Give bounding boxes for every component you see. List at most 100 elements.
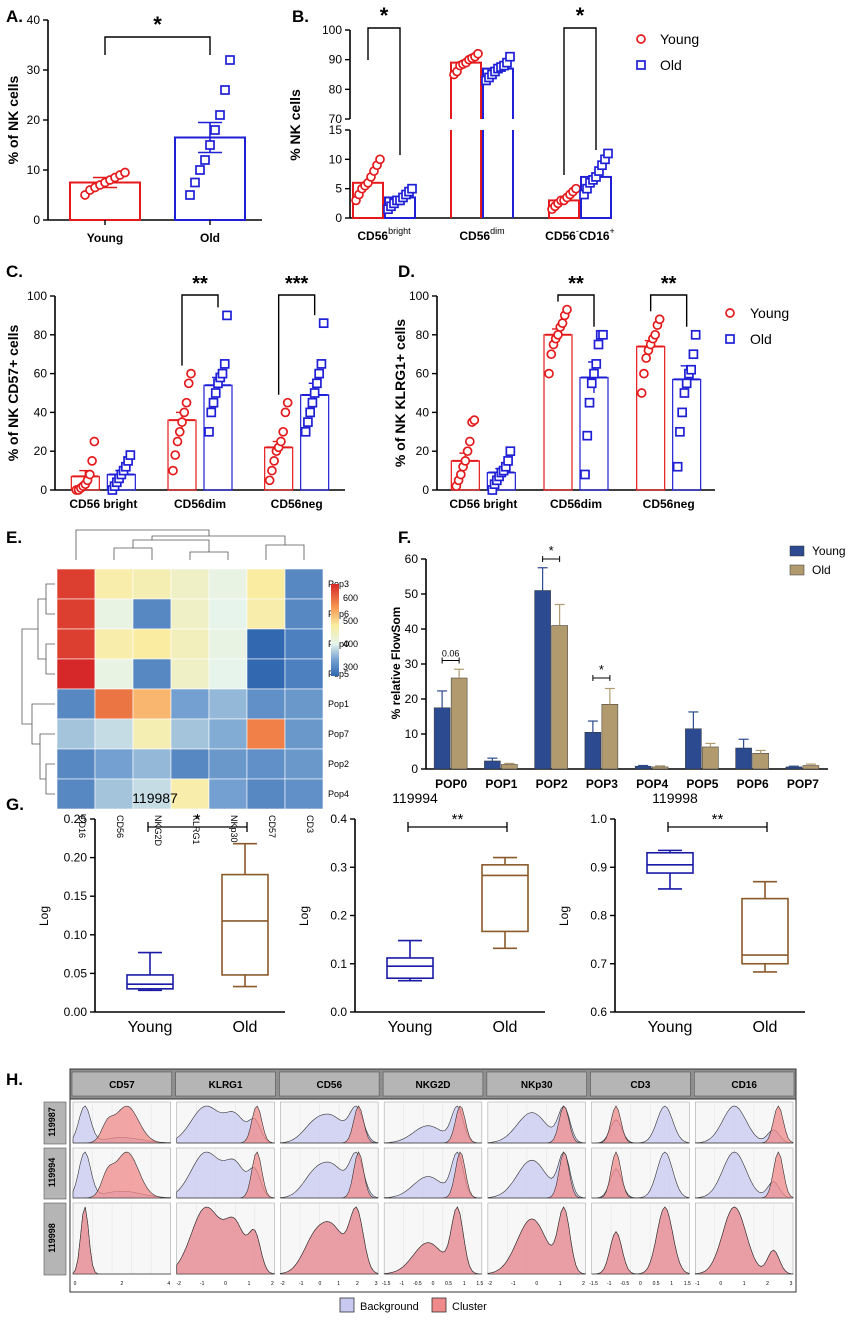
density-x-tick: -1	[200, 1281, 205, 1287]
bar	[702, 746, 719, 770]
y-tick-label: 5	[335, 182, 342, 196]
y-tick-label: 0.1	[330, 957, 347, 971]
density-x-tick: 1	[743, 1281, 746, 1287]
y-tick-label: 0.0	[330, 1005, 347, 1019]
x-tick-label: CD56dim	[550, 497, 602, 511]
x-tick-suffix: CD16	[579, 229, 610, 243]
panel-e: E.Pop3Pop6Pop0Pop5Pop1Pop7Pop2Pop4CD16CD…	[6, 528, 358, 847]
panel-label: D.	[398, 262, 415, 281]
dendrogram-branch	[113, 547, 153, 560]
data-point	[280, 407, 291, 418]
heatmap-col-label: CD3	[305, 815, 315, 833]
significance-label: **	[568, 273, 584, 295]
y-tick-label: 100	[322, 23, 342, 37]
heatmap-cell	[170, 718, 210, 750]
cluster-density	[384, 1105, 482, 1144]
column-header: CD16	[731, 1080, 757, 1091]
data-point	[210, 388, 221, 398]
data-point	[205, 140, 215, 150]
box	[221, 873, 269, 976]
cluster-density	[487, 1206, 586, 1275]
y-axis-title: % relative FlowSom	[389, 607, 403, 720]
heatmap-cell	[132, 688, 172, 720]
y-axis-title: % of NK KLRG1+ cells	[392, 319, 408, 467]
density-x-tick: 1	[463, 1281, 466, 1287]
cluster-density	[487, 1105, 586, 1144]
heatmap-cell	[246, 718, 286, 750]
box-title: 119998	[652, 790, 698, 806]
cluster-density	[176, 1206, 275, 1275]
panel-label: B.	[292, 7, 309, 26]
significance-bracket	[104, 36, 211, 55]
data-point	[309, 388, 320, 398]
x-tick-label: CD56neg	[271, 497, 323, 511]
data-point	[690, 329, 701, 340]
y-tick-label: 60	[405, 552, 419, 566]
significance-bracket	[277, 294, 316, 395]
data-point	[375, 154, 385, 165]
data-point	[269, 456, 280, 466]
heatmap-cell	[94, 598, 134, 630]
cluster-density	[695, 1151, 794, 1199]
data-point	[546, 349, 557, 360]
y-tick-label: 80	[329, 82, 343, 96]
data-point	[307, 397, 318, 408]
y-tick-label: 80	[34, 328, 48, 342]
y-tick-label: 40	[416, 405, 430, 419]
heatmap-cell	[56, 658, 96, 690]
column-header: NKp30	[521, 1080, 553, 1091]
cluster-density	[280, 1105, 379, 1144]
heatmap-cell	[170, 658, 210, 690]
density-x-tick: 3	[790, 1281, 793, 1287]
heatmap-cell	[208, 778, 248, 810]
panel-f: F. 0 10 20 30 40 50 60 % relative FlowSom POP0 POP…	[389, 528, 846, 791]
panel-label: A.	[6, 7, 23, 26]
density-x-tick: -1	[607, 1281, 612, 1287]
y-tick-label: 0.4	[330, 812, 347, 826]
heatmap-col-label: NKG2D	[153, 815, 163, 847]
data-point	[125, 450, 136, 460]
row-header: 119987	[47, 1107, 57, 1137]
x-tick-label: Old	[233, 1019, 258, 1036]
y-tick-label: 40	[34, 405, 48, 419]
heatmap-cell	[132, 718, 172, 750]
dendrogram-branch	[151, 535, 286, 545]
legend-label: Young	[750, 305, 789, 321]
data-point	[462, 446, 473, 457]
data-point	[168, 465, 178, 476]
density-x-tick: -2	[488, 1281, 493, 1287]
heatmap-col-label: KLRG1	[191, 815, 201, 845]
cluster-density	[694, 1206, 794, 1275]
data-point	[120, 167, 130, 178]
data-point	[469, 415, 480, 426]
x-tick-label: CD56bright	[357, 226, 411, 243]
panel-b: B. 70 80 90 100 0 5 10 15 % NK cells CD56bright CD5…	[287, 3, 699, 243]
heatmap-cell	[132, 658, 172, 690]
panel-label: G.	[6, 795, 24, 814]
y-tick-label: 20	[405, 692, 419, 706]
heatmap-cell	[170, 778, 210, 810]
data-point	[217, 368, 228, 379]
heatmap-cell	[132, 628, 172, 660]
data-point	[208, 397, 219, 408]
data-point	[185, 190, 195, 200]
y-tick-label: 100	[27, 289, 47, 303]
data-point	[278, 426, 289, 437]
data-point	[639, 368, 649, 379]
box	[646, 851, 694, 874]
x-tick-label: POP5	[686, 777, 718, 791]
y-tick-label: 90	[329, 53, 343, 67]
colorbar-tick-label: 600	[343, 593, 358, 603]
heatmap-cell	[94, 718, 134, 750]
data-point	[688, 349, 699, 360]
density-x-tick: -1.5	[589, 1281, 598, 1287]
cluster-density	[72, 1206, 171, 1275]
heatmap-cell	[56, 628, 96, 660]
y-tick-label: 0.25	[64, 812, 88, 826]
data-point	[641, 353, 652, 363]
heatmap-cell	[94, 688, 134, 720]
data-point	[580, 469, 590, 480]
legend-swatch	[789, 564, 805, 576]
x-tick-label: Old	[200, 231, 220, 245]
